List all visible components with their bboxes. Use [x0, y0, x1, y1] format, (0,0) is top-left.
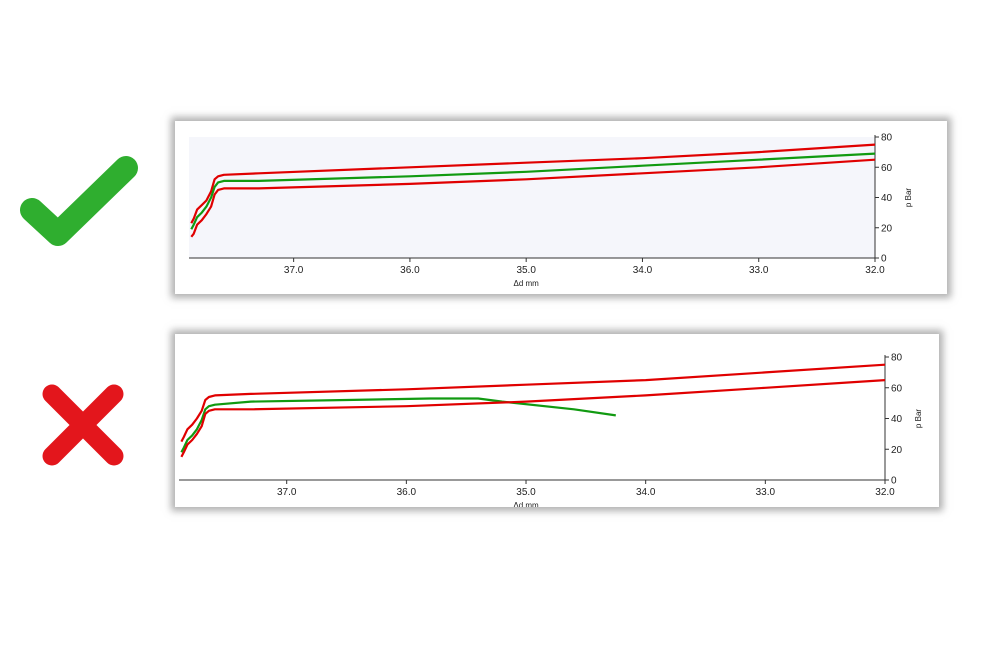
x-axis-label: Δd mm — [514, 279, 540, 288]
series-line-2 — [180, 379, 886, 458]
x-tick-label: 34.0 — [636, 487, 656, 498]
y-axis-label: p Bar — [914, 409, 923, 428]
x-tick-label: 35.0 — [516, 265, 536, 276]
x-tick-label: 32.0 — [875, 487, 895, 498]
x-axis-label: Δd mm — [513, 501, 539, 507]
series-line-1 — [180, 397, 616, 453]
y-tick-label: 40 — [881, 193, 893, 204]
series-line-0 — [180, 363, 886, 443]
series-line-2 — [190, 158, 876, 238]
chart-panel-incorrect: 37.0 36.0 35.0 34.0 33.0 32.0 0 20 40 60 80 Δd mm p … — [175, 334, 939, 507]
y-tick-label: 60 — [881, 163, 893, 174]
x-tick-label: 34.0 — [633, 265, 653, 276]
chart-correct: 37.0 36.0 35.0 34.0 33.0 32.00 20 40 60 80 Δd mm p … — [189, 133, 913, 288]
y-tick-label: 0 — [881, 254, 887, 265]
y-tick-label: 0 — [891, 476, 897, 487]
y-tick-label: 20 — [881, 223, 893, 234]
chart-incorrect: 37.0 36.0 35.0 34.0 33.0 32.00 20 40 60 80 Δd mm p … — [179, 353, 923, 507]
x-tick-label: 35.0 — [516, 487, 536, 498]
check-mark-icon — [18, 152, 143, 257]
y-tick-label: 60 — [891, 383, 903, 394]
plot-area — [189, 137, 875, 258]
x-tick-label: 36.0 — [397, 487, 417, 498]
x-tick-label: 33.0 — [756, 487, 776, 498]
x-tick-label: 33.0 — [749, 265, 769, 276]
series-line-1 — [190, 152, 876, 230]
y-tick-label: 80 — [881, 133, 893, 144]
cross-mark-icon — [38, 380, 128, 475]
x-tick-label: 37.0 — [277, 487, 297, 498]
x-tick-label: 36.0 — [400, 265, 420, 276]
series-line-0 — [190, 143, 876, 224]
x-tick-label: 32.0 — [865, 265, 885, 276]
y-axis-label: p Bar — [904, 188, 913, 207]
y-tick-label: 40 — [891, 414, 903, 425]
y-tick-label: 80 — [891, 353, 903, 364]
x-tick-label: 37.0 — [284, 265, 304, 276]
chart-panel-correct: 37.0 36.0 35.0 34.0 33.0 32.0 0 20 40 60 80 Δd mm p … — [175, 121, 947, 294]
y-tick-label: 20 — [891, 445, 903, 456]
